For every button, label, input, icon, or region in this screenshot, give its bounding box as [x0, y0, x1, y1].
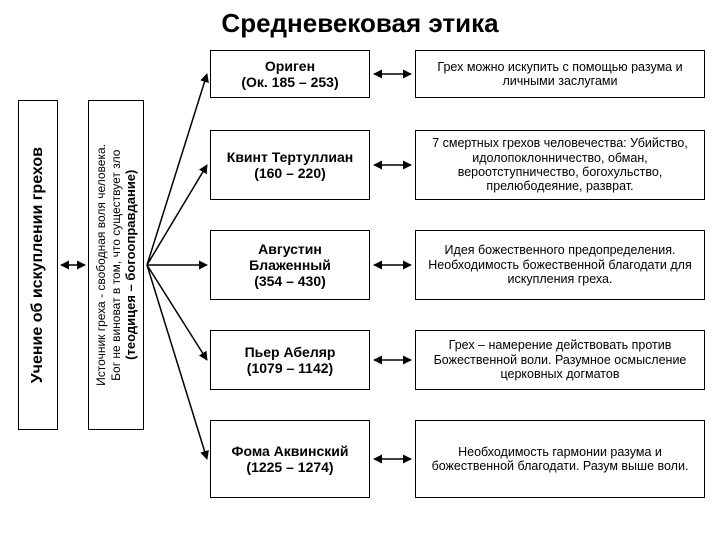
left-concept-label: Учение об искуплении грехов	[27, 143, 49, 387]
idea-text: Необходимость гармонии разума и божестве…	[422, 445, 698, 474]
theodicy-line2: Бог не виноват в том, что существует зло	[109, 149, 123, 380]
idea-box-abelard: Грех – намерение действовать против Боже…	[415, 330, 705, 390]
thinker-name: Квинт Тертуллиан	[227, 149, 353, 165]
thinker-dates: (1225 – 1274)	[246, 459, 333, 475]
thinker-dates: (Ок. 185 – 253)	[241, 74, 338, 90]
thinker-name: Фома Аквинский	[232, 443, 349, 459]
thinker-dates: (354 – 430)	[254, 273, 326, 289]
idea-box-aquinas: Необходимость гармонии разума и божестве…	[415, 420, 705, 498]
idea-text: Идея божественного предопределения. Необ…	[422, 243, 698, 286]
thinker-box-origen: Ориген(Ок. 185 – 253)	[210, 50, 370, 98]
thinker-dates: (160 – 220)	[254, 165, 326, 181]
thinker-box-abelard: Пьер Абеляр(1079 – 1142)	[210, 330, 370, 390]
thinker-name: Августин Блаженный	[249, 241, 331, 273]
theodicy-line3: (теодицея – богооправдание)	[122, 170, 137, 360]
thinker-name: Пьер Абеляр	[245, 344, 336, 360]
page-title: Средневековая этика	[0, 8, 720, 39]
idea-text: Грех можно искупить с помощью разума и л…	[422, 60, 698, 89]
thinker-name: Ориген	[265, 58, 315, 74]
theodicy-box: Источник греха - свободная воля человека…	[88, 100, 144, 430]
idea-text: 7 смертных грехов человечества: Убийство…	[422, 136, 698, 194]
idea-box-tertullian: 7 смертных грехов человечества: Убийство…	[415, 130, 705, 200]
thinker-box-tertullian: Квинт Тертуллиан(160 – 220)	[210, 130, 370, 200]
thinker-dates: (1079 – 1142)	[247, 360, 333, 376]
idea-box-origen: Грех можно искупить с помощью разума и л…	[415, 50, 705, 98]
thinker-box-augustine: Августин Блаженный(354 – 430)	[210, 230, 370, 300]
idea-text: Грех – намерение действовать против Боже…	[422, 338, 698, 381]
thinker-box-aquinas: Фома Аквинский(1225 – 1274)	[210, 420, 370, 498]
theodicy-line1: Источник греха - свободная воля человека…	[94, 144, 108, 386]
left-concept-box: Учение об искуплении грехов	[18, 100, 58, 430]
idea-box-augustine: Идея божественного предопределения. Необ…	[415, 230, 705, 300]
